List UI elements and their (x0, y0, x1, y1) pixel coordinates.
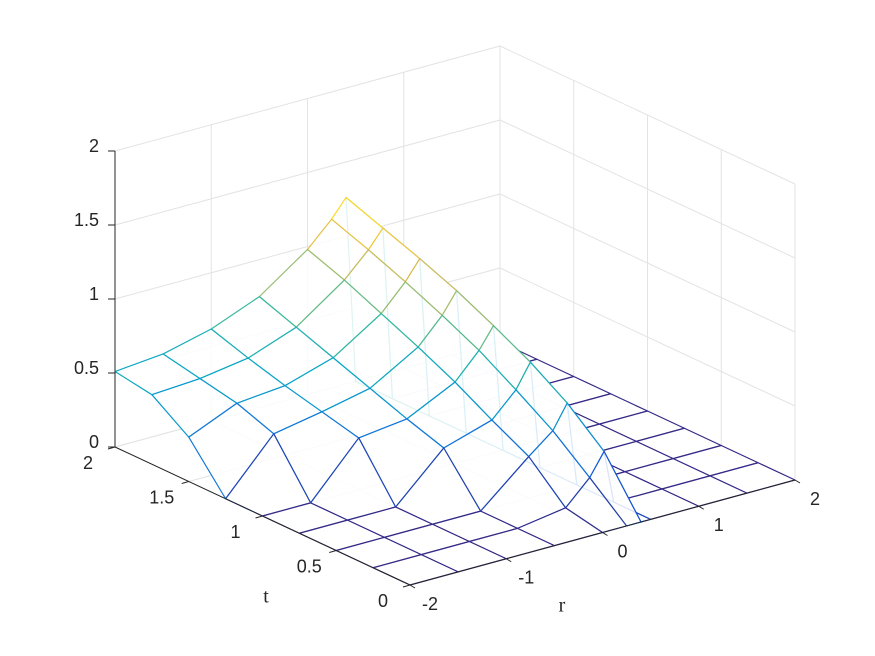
x-tick (602, 532, 608, 536)
grid-line (499, 193, 796, 333)
grid-line (114, 119, 501, 226)
grid-line (114, 193, 501, 300)
y-tick (181, 481, 189, 484)
grid-line (499, 45, 796, 185)
grid-line (114, 45, 501, 152)
y-tick (255, 515, 263, 519)
y-tick-label: 1.5 (149, 487, 174, 507)
x-tick-label: 2 (810, 489, 820, 509)
z-tick-label: 1 (89, 284, 99, 304)
y-tick-label: 2 (83, 453, 93, 473)
grid-line (499, 119, 796, 259)
z-tick-label: 0 (89, 432, 99, 452)
grid-line (499, 267, 796, 407)
x-tick (505, 558, 512, 563)
mesh-layer (114, 196, 796, 586)
x-tick (698, 505, 705, 510)
x-tick-label: 0 (617, 541, 627, 561)
y-tick (402, 584, 411, 588)
z-tick-label: 0.5 (74, 358, 99, 378)
y-tick (329, 550, 337, 553)
x-axis-label: r (559, 595, 566, 617)
y-axis-label: t (263, 586, 269, 608)
z-tick-label: 2 (89, 136, 99, 156)
x-tick (794, 479, 801, 484)
y-tick-label: 0 (378, 591, 388, 611)
x-tick-label: -1 (518, 568, 534, 588)
x-tick-label: -2 (422, 594, 438, 614)
y-tick-label: 1 (230, 522, 240, 542)
x-tick (409, 584, 416, 589)
z-tick-label: 1.5 (74, 210, 99, 230)
y-tick-label: 0.5 (297, 556, 322, 576)
x-tick-label: 1 (714, 515, 724, 535)
